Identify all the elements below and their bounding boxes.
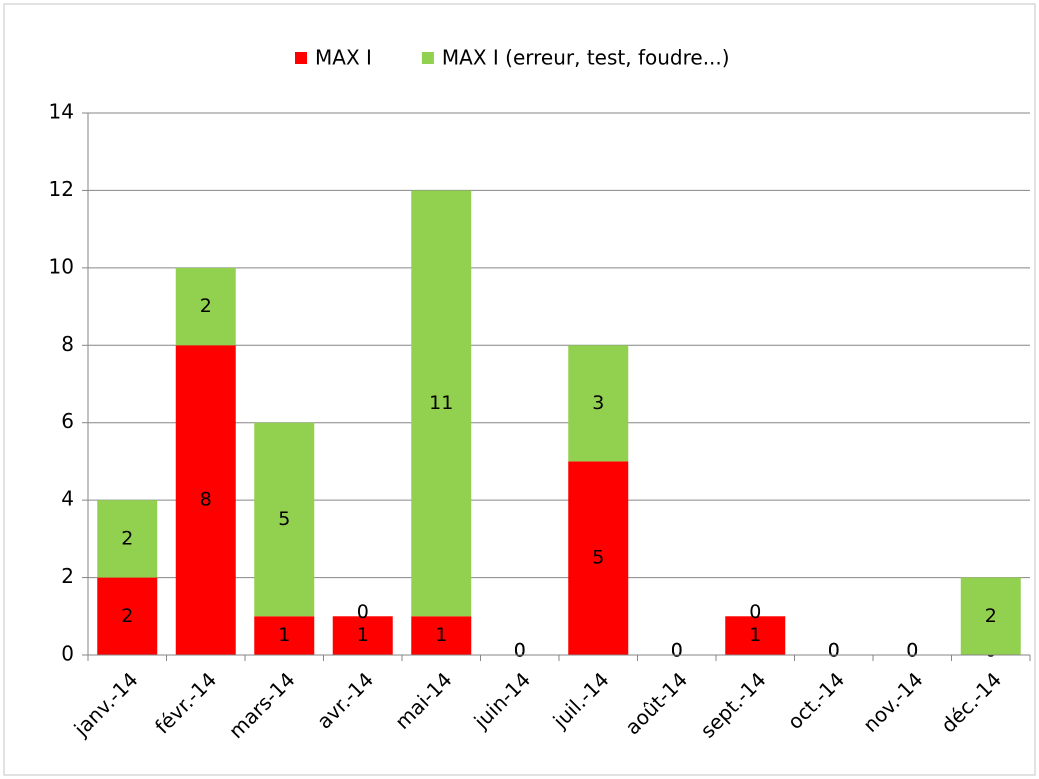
bar-segment — [175, 267, 236, 346]
y-tick-label: 2 — [61, 564, 74, 588]
y-tick-label: 6 — [61, 409, 74, 433]
data-label: 0 — [357, 601, 369, 623]
bar-segment — [254, 616, 315, 655]
data-label: 2 — [121, 605, 133, 627]
data-label: 5 — [278, 508, 290, 530]
bar-segment — [254, 422, 315, 617]
y-tick-label: 8 — [61, 332, 74, 356]
data-label: 11 — [429, 392, 453, 414]
data-label: 2 — [121, 527, 133, 549]
bar-segment — [568, 461, 629, 655]
data-label: 0 — [514, 640, 526, 662]
legend-label: MAX I (erreur, test, foudre...) — [442, 46, 730, 70]
y-tick-label: 12 — [49, 177, 74, 201]
bar-segment — [411, 190, 472, 617]
legend-label: MAX I — [315, 46, 372, 70]
data-label: 0 — [514, 640, 526, 662]
y-tick-label: 14 — [49, 100, 74, 124]
data-label: 8 — [200, 489, 212, 511]
y-tick-label: 0 — [61, 642, 74, 666]
data-label: 0 — [828, 640, 840, 662]
bar-segment — [411, 616, 472, 655]
data-label: 5 — [592, 547, 604, 569]
bar-segment — [332, 616, 393, 655]
data-label: 0 — [906, 640, 918, 662]
data-label: 2 — [985, 605, 997, 627]
data-label: 0 — [671, 640, 683, 662]
bar-segment — [97, 500, 158, 578]
data-label: 0 — [749, 601, 761, 623]
data-label: 1 — [749, 624, 761, 646]
bar-segment — [725, 616, 786, 655]
data-label: 1 — [278, 624, 290, 646]
y-tick-label: 10 — [49, 254, 74, 278]
bar-segment — [960, 577, 1021, 655]
data-label: 1 — [435, 624, 447, 646]
legend-swatch — [421, 52, 434, 64]
bar-segment — [175, 345, 236, 655]
legend-swatch — [295, 52, 307, 64]
y-tick-label: 4 — [61, 487, 74, 511]
bar-segment — [568, 345, 629, 462]
bar-segment — [97, 577, 158, 655]
data-label: 3 — [592, 392, 604, 414]
data-label: 0 — [906, 640, 918, 662]
data-label: 2 — [200, 295, 212, 317]
data-label: 0 — [671, 640, 683, 662]
data-label: 0 — [828, 640, 840, 662]
data-label: 1 — [357, 624, 369, 646]
